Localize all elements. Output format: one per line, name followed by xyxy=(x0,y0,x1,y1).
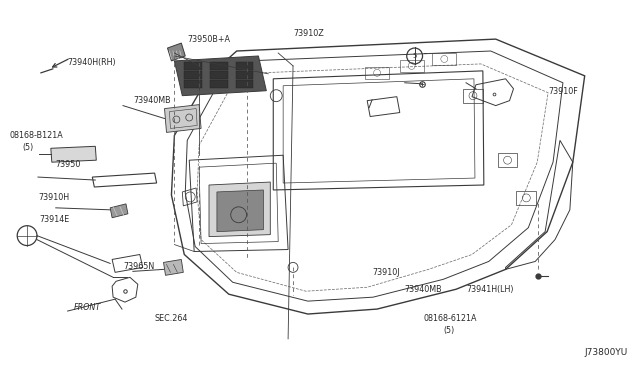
Text: 73940MB: 73940MB xyxy=(133,96,170,105)
Polygon shape xyxy=(164,259,183,275)
Polygon shape xyxy=(210,62,228,70)
Polygon shape xyxy=(184,62,202,70)
Text: 73940H(RH): 73940H(RH) xyxy=(68,58,116,67)
Text: FRONT: FRONT xyxy=(74,302,101,312)
Polygon shape xyxy=(209,182,270,237)
Polygon shape xyxy=(51,146,96,162)
Polygon shape xyxy=(110,204,128,218)
Polygon shape xyxy=(236,62,253,70)
Text: 73910Z: 73910Z xyxy=(293,29,324,38)
Polygon shape xyxy=(236,80,253,88)
Text: 73965N: 73965N xyxy=(123,262,154,271)
Text: 73950B+A: 73950B+A xyxy=(188,35,230,44)
Polygon shape xyxy=(210,71,228,79)
Polygon shape xyxy=(184,80,202,88)
Polygon shape xyxy=(164,105,201,132)
Text: 73910H: 73910H xyxy=(38,193,69,202)
Polygon shape xyxy=(217,190,264,232)
Polygon shape xyxy=(184,71,202,79)
Text: (5): (5) xyxy=(444,326,454,336)
Text: 73910F: 73910F xyxy=(548,87,578,96)
Text: 5: 5 xyxy=(412,53,417,59)
Polygon shape xyxy=(168,43,185,61)
Polygon shape xyxy=(236,71,253,79)
Text: 73940MB: 73940MB xyxy=(404,285,442,294)
Text: 73950: 73950 xyxy=(56,160,81,169)
Text: 08168-6121A: 08168-6121A xyxy=(424,314,477,324)
Text: 73941H(LH): 73941H(LH) xyxy=(466,285,513,294)
Polygon shape xyxy=(210,80,228,88)
Text: 73910J: 73910J xyxy=(372,268,399,277)
Text: J73800YU: J73800YU xyxy=(585,348,628,357)
Text: 08168-B121A: 08168-B121A xyxy=(10,131,63,140)
Text: (5): (5) xyxy=(22,143,33,152)
Text: 73914E: 73914E xyxy=(39,215,69,224)
Polygon shape xyxy=(174,56,266,96)
Text: SEC.264: SEC.264 xyxy=(155,314,188,324)
